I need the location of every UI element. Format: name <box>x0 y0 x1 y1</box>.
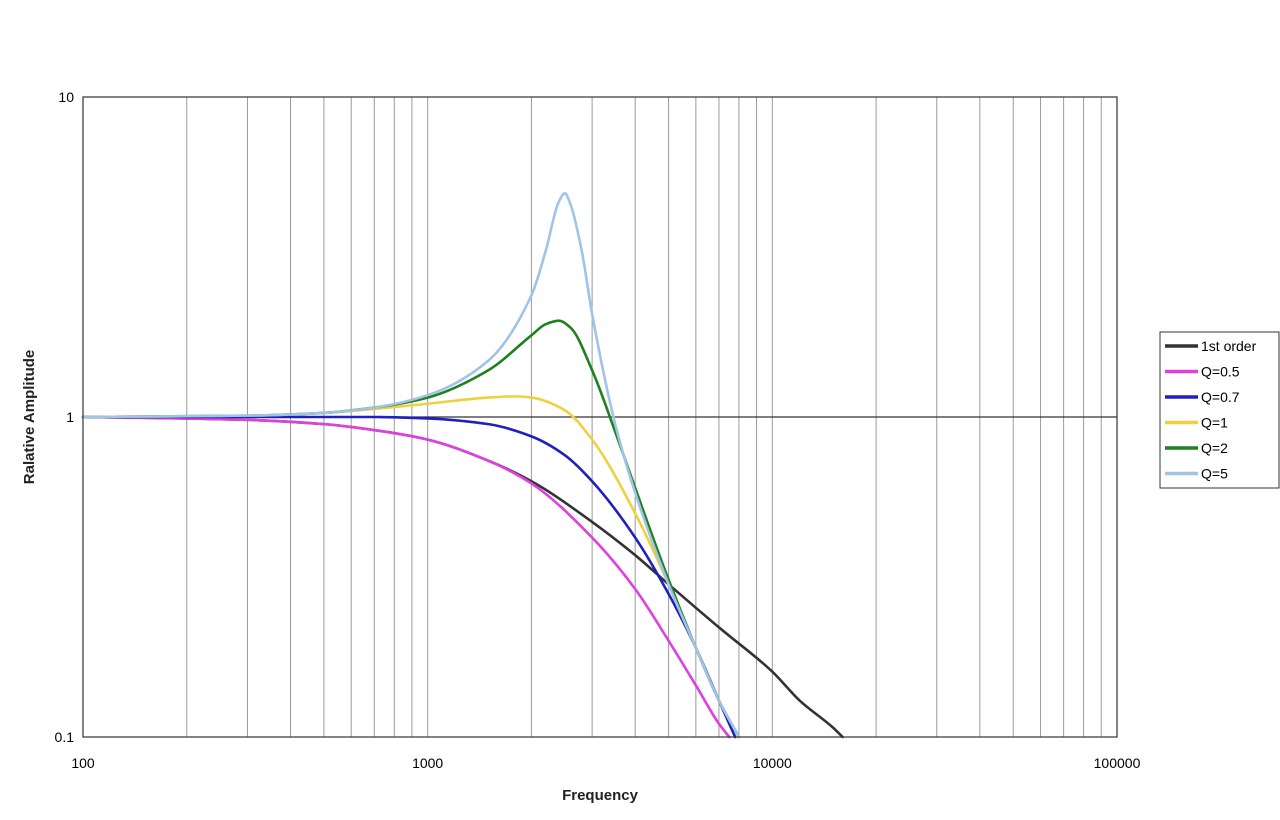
legend-label: Q=0.7 <box>1201 389 1240 405</box>
y-tick-label: 10 <box>58 89 74 105</box>
y-tick-label: 1 <box>66 409 74 425</box>
series-line-5 <box>83 193 739 737</box>
legend-label: 1st order <box>1201 338 1257 354</box>
series-line-2 <box>83 417 735 737</box>
x-tick-label: 10000 <box>753 755 792 771</box>
series-line-3 <box>83 396 739 737</box>
series-line-0 <box>83 417 843 737</box>
legend-label: Q=2 <box>1201 440 1228 456</box>
x-axis-title: Frequency <box>562 787 639 804</box>
y-axis-ticks: 10 1 0.1 <box>55 89 75 745</box>
legend-label: Q=5 <box>1201 466 1228 482</box>
series-layer <box>83 193 843 737</box>
legend-label: Q=0.5 <box>1201 364 1240 380</box>
series-line-4 <box>83 321 739 737</box>
legend-label: Q=1 <box>1201 415 1228 431</box>
y-axis-title: Ralative Amplitude <box>21 350 38 484</box>
legend: 1st order Q=0.5 Q=0.7 Q=1 Q=2 Q=5 <box>1160 332 1279 488</box>
y-tick-label: 0.1 <box>55 729 75 745</box>
series-line-1 <box>83 417 729 737</box>
x-tick-label: 1000 <box>412 755 443 771</box>
x-tick-label: 100000 <box>1094 755 1141 771</box>
x-tick-label: 100 <box>71 755 95 771</box>
x-axis-ticks: 100 1000 10000 100000 <box>71 755 1140 771</box>
